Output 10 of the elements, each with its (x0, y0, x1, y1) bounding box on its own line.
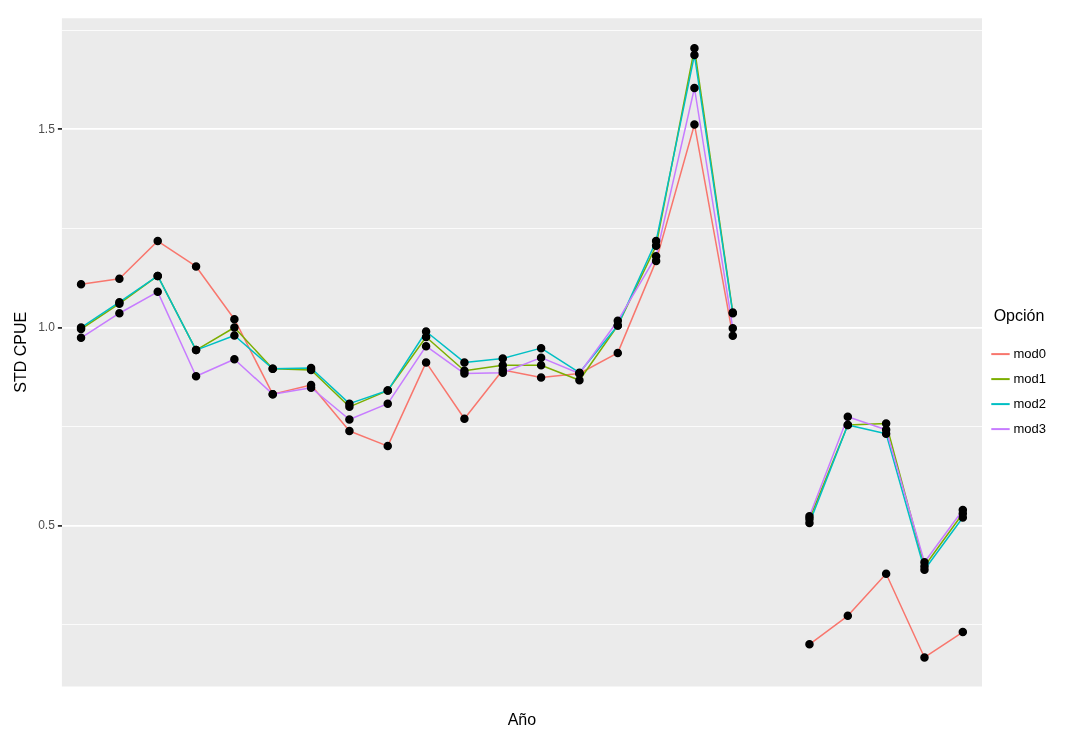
y-tick-label: 1.0 (38, 319, 56, 334)
y-tick-label: 0.5 (38, 518, 56, 533)
legend-label: mod3 (1013, 420, 1047, 436)
legend-label: mod1 (1013, 370, 1047, 386)
legend-label: mod0 (1013, 345, 1047, 361)
legend-label: mod2 (1013, 395, 1047, 411)
legend-title: Opción (993, 306, 1045, 324)
y-axis-title: STD CPUE (12, 311, 30, 393)
x-axis-title: Año (507, 710, 537, 728)
y-tick-label: 1.5 (38, 121, 56, 136)
